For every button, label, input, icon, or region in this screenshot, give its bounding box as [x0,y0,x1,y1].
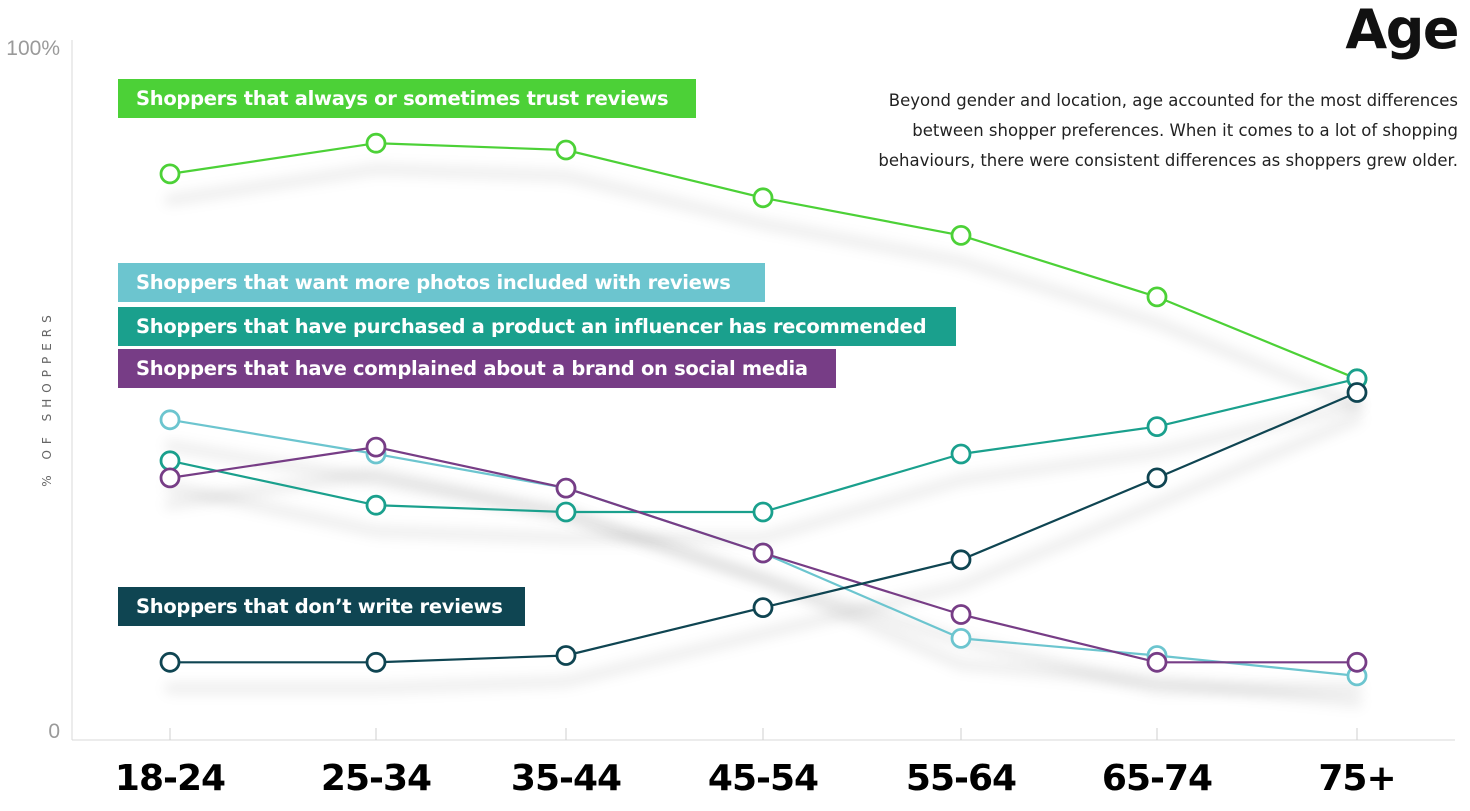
data-point-s2-55-64 [950,443,972,465]
data-point-s4-55-64 [950,549,972,571]
data-point-s0-35-44 [555,139,577,161]
x-tick-label: 35-44 [510,758,622,799]
data-point-s2-18-24 [159,450,181,472]
data-point-s4-35-44 [555,645,577,666]
data-point-s0-65-74 [1146,286,1168,308]
data-point-s4-45-54 [752,597,774,618]
data-point-s3-45-54 [752,542,774,564]
x-tick-label: 65-74 [1101,758,1213,799]
data-point-s2-45-54 [752,501,774,523]
data-point-s2-65-74 [1146,416,1168,438]
series-shadow-3 [164,467,1363,694]
data-point-s1-18-24 [159,409,181,431]
x-tick-label: 18-24 [114,758,226,799]
data-point-s3-25-34 [365,436,387,458]
legend-influencer-purchase: Shoppers that have purchased a product a… [118,307,956,346]
x-tick-label: 25-34 [320,758,432,799]
data-point-s4-75+ [1346,382,1368,403]
data-point-s4-65-74 [1146,467,1168,489]
y-axis-label: % OF SHOPPERS [40,309,54,487]
legend-dont-write-reviews: Shoppers that don’t write reviews [118,587,525,626]
series-shadow-0 [164,163,1363,411]
x-tick-label: 75+ [1318,758,1396,799]
data-point-s3-18-24 [159,467,181,489]
x-tick-label: 45-54 [707,758,819,799]
data-point-s3-35-44 [555,477,577,499]
data-point-s4-25-34 [365,651,387,673]
series-shadow-2 [164,399,1363,544]
legend-complained-social: Shoppers that have complained about a br… [118,349,836,388]
data-point-s2-25-34 [365,494,387,516]
series-shadows [164,163,1363,708]
data-point-s0-55-64 [950,224,972,246]
series-markers [159,132,1368,687]
data-point-s3-55-64 [950,604,972,625]
y-tick-label-max: 100% [6,37,60,60]
data-point-s4-18-24 [159,651,181,673]
legend-trust-reviews: Shoppers that always or sometimes trust … [118,79,696,118]
data-point-s0-18-24 [159,163,181,185]
chart-title: Age [1345,0,1459,61]
data-point-s3-65-74 [1146,651,1168,673]
series-shadow-4 [164,413,1363,694]
data-point-s1-55-64 [950,628,972,649]
data-point-s0-45-54 [752,187,774,209]
x-tick-label: 55-64 [905,758,1017,799]
data-point-s2-35-44 [555,501,577,523]
data-point-s3-75+ [1346,651,1368,673]
data-point-s0-25-34 [365,132,387,154]
chart-description: Beyond gender and location, age accounte… [878,91,1458,170]
x-tick-marks [169,728,1358,740]
y-tick-label-min: 0 [48,720,60,743]
legend-more-photos: Shoppers that want more photos included … [118,263,765,302]
